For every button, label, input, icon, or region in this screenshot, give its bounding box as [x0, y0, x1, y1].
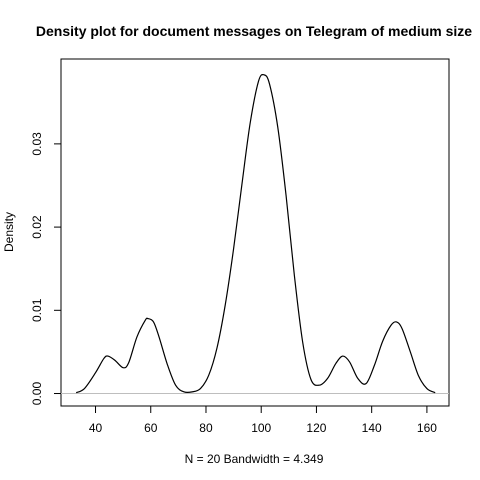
x-axis: 40 60 80 100 120 140 160 [89, 406, 437, 435]
y-tick-label: 0.02 [30, 215, 44, 239]
plot-frame [61, 59, 449, 406]
y-tick-label: 0.03 [30, 132, 44, 156]
y-axis-label: Density [2, 212, 16, 252]
x-tick-label: 160 [417, 421, 437, 435]
x-tick-label: 80 [199, 421, 213, 435]
chart-title: Density plot for document messages on Te… [36, 23, 472, 39]
y-tick-label: 0.01 [30, 298, 44, 322]
x-tick-label: 40 [89, 421, 103, 435]
x-axis-label: N = 20 Bandwidth = 4.349 [185, 452, 324, 466]
x-tick-label: 60 [144, 421, 158, 435]
y-axis: 0.00 0.01 0.02 0.03 [30, 132, 61, 405]
x-tick-label: 100 [251, 421, 271, 435]
y-tick-label: 0.00 [30, 382, 44, 406]
density-curve [76, 75, 435, 393]
x-tick-label: 140 [362, 421, 382, 435]
x-tick-label: 120 [306, 421, 326, 435]
